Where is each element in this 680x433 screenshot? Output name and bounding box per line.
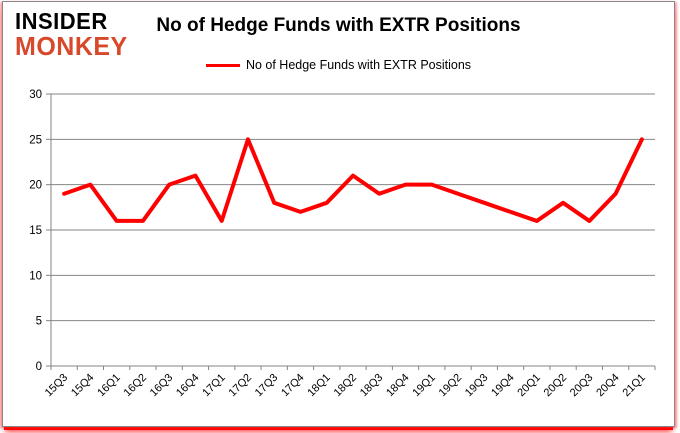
- y-axis-label: 15: [29, 225, 42, 237]
- y-axis-label: 30: [29, 89, 42, 101]
- x-axis-label: 20Q4: [594, 372, 622, 400]
- legend-line-swatch: [205, 63, 240, 67]
- y-axis-label: 0: [36, 361, 42, 373]
- y-axis-label: 5: [36, 316, 42, 328]
- x-axis-label: 18Q1: [305, 372, 333, 400]
- y-axis-label: 20: [29, 180, 42, 192]
- x-axis-label: 19Q2: [437, 372, 465, 400]
- x-axis-label: 15Q3: [43, 372, 71, 400]
- x-axis-label: 17Q3: [253, 372, 281, 400]
- x-axis-label: 20Q3: [568, 372, 596, 400]
- x-axis-label: 16Q1: [95, 372, 123, 400]
- chart-card: INSIDER MONKEY No of Hedge Funds with EX…: [2, 1, 675, 427]
- chart-title: No of Hedge Funds with EXTR Positions: [156, 15, 521, 36]
- y-axis-label: 10: [29, 270, 42, 282]
- insider-monkey-logo: INSIDER MONKEY: [15, 7, 128, 62]
- x-axis-label: 19Q4: [489, 372, 517, 400]
- x-axis-label: 20Q1: [515, 372, 543, 400]
- x-axis-label: 16Q3: [148, 372, 176, 400]
- x-axis-label: 18Q2: [332, 372, 360, 400]
- x-axis-label: 16Q4: [174, 372, 202, 400]
- legend-label: No of Hedge Funds with EXTR Positions: [245, 58, 472, 72]
- x-axis-label: 19Q1: [410, 372, 438, 400]
- x-axis-label: 16Q2: [122, 372, 150, 400]
- x-axis-label: 15Q4: [69, 372, 97, 400]
- line-chart: 0 5 10 15 20 25 30 15Q315Q416Q116Q216Q316Q417Q1…: [29, 89, 656, 400]
- x-axis-label: 17Q4: [279, 372, 307, 400]
- logo-text-insider: INSIDER: [15, 7, 108, 35]
- series-line: [62, 137, 644, 223]
- x-axis-label: 18Q4: [384, 372, 412, 400]
- logo-text-monkey: MONKEY: [15, 31, 128, 62]
- x-axis-label: 20Q2: [542, 372, 570, 400]
- x-axis-label: 19Q3: [463, 372, 491, 400]
- y-axis-label: 25: [29, 134, 42, 146]
- x-axis-label: 17Q1: [200, 372, 228, 400]
- x-axis-label: 21Q1: [620, 372, 648, 400]
- x-axis-label: 18Q3: [358, 372, 386, 400]
- legend: No of Hedge Funds with EXTR Positions: [3, 58, 674, 72]
- x-axis-label: 17Q2: [227, 372, 255, 400]
